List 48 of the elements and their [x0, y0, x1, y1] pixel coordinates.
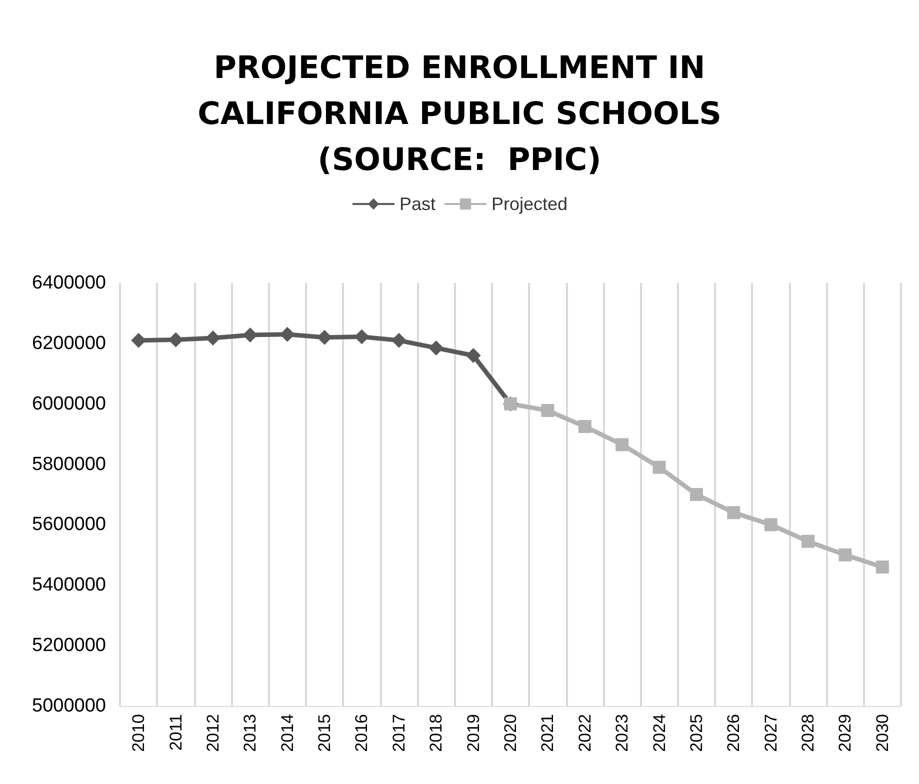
x-tick-label: 2025 [686, 714, 706, 752]
x-tick-label: 2011 [166, 714, 186, 751]
point [727, 506, 740, 520]
point [578, 420, 592, 434]
point [354, 329, 370, 344]
x-tick-label: 2014 [278, 714, 297, 752]
x-tick-label: 2028 [798, 714, 818, 752]
point [876, 560, 889, 574]
y-tick-label: 5600000 [32, 514, 106, 536]
x-tick-label: 2023 [612, 714, 632, 752]
point [428, 340, 444, 356]
x-tick-label: 2012 [203, 714, 222, 752]
x-tick-label: 2024 [650, 714, 669, 752]
point [168, 332, 184, 348]
x-tick-label: 2020 [501, 714, 520, 752]
point [616, 438, 629, 452]
x-tick-label: 2013 [240, 714, 260, 752]
x-tick-label: 2019 [464, 714, 483, 752]
y-tick-label: 5800000 [32, 454, 106, 475]
x-tick-label: 2017 [389, 714, 408, 752]
x-tick-label: 2030 [872, 714, 892, 752]
x-tick-label: 2021 [538, 714, 558, 752]
point [466, 348, 481, 364]
y-tick-label: 5000000 [32, 696, 106, 716]
y-tick-label: 6400000 [32, 272, 106, 294]
point [391, 332, 406, 348]
x-tick-label: 2027 [761, 714, 780, 752]
x-tick-label: 2018 [426, 714, 446, 752]
x-tick-label: 2010 [129, 714, 148, 752]
point [541, 404, 554, 418]
x-tick-label: 2026 [724, 714, 744, 752]
point [280, 326, 295, 342]
point [764, 518, 778, 532]
x-tick-label: 2016 [352, 714, 372, 752]
point [838, 548, 852, 562]
y-tick-label: 6000000 [32, 393, 106, 414]
legend-label: Projected [491, 194, 568, 214]
x-tick-label: 2015 [315, 714, 334, 752]
x-tick-label: 2022 [575, 714, 594, 752]
y-tick-label: 6200000 [32, 332, 106, 354]
point [690, 488, 703, 501]
point [802, 534, 815, 548]
legend-label: Past [399, 194, 436, 214]
x-tick-label: 2029 [836, 714, 855, 752]
y-tick-label: 5200000 [32, 635, 106, 656]
chart-title: PROJECTED ENROLLMENT IN CALIFORNIA PUBLIC SCHOOLS (SOURCE: PPIC) [198, 50, 722, 178]
point [652, 460, 666, 474]
y-tick-label: 5400000 [32, 574, 106, 596]
